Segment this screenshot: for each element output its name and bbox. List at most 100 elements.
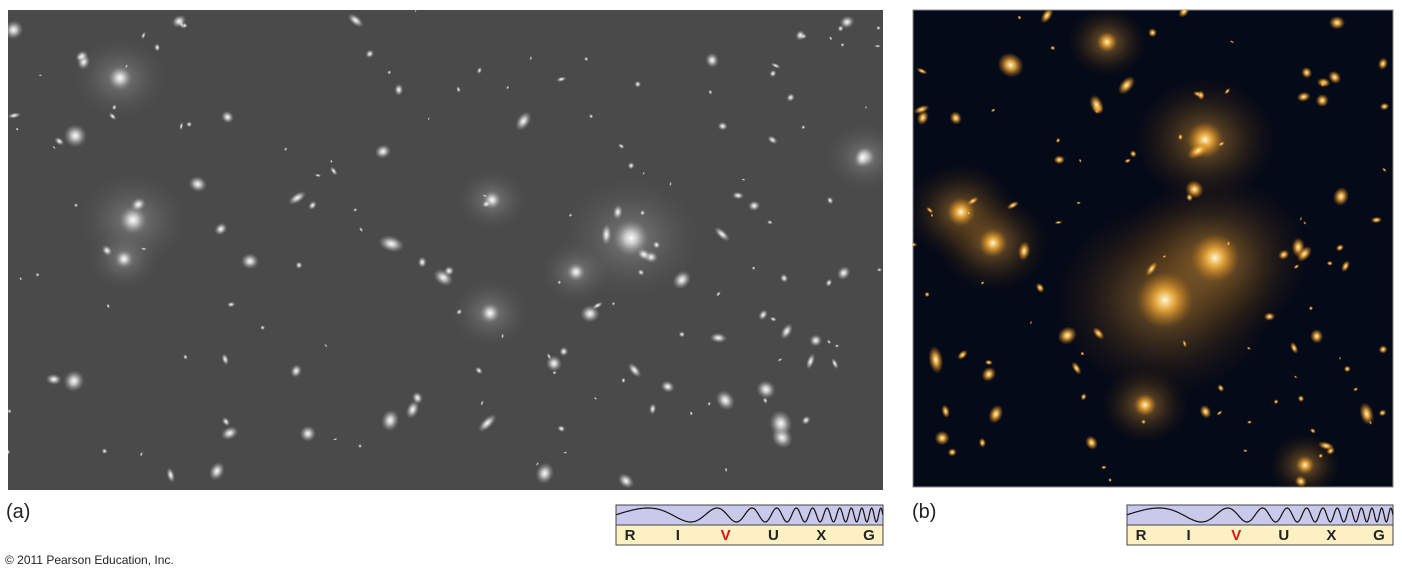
galaxy xyxy=(1097,32,1117,52)
galaxy xyxy=(876,267,883,272)
galaxy xyxy=(101,448,108,455)
galaxy xyxy=(715,390,735,411)
galaxy xyxy=(546,353,552,360)
wave xyxy=(615,507,884,523)
galaxy xyxy=(1293,264,1300,270)
galaxy xyxy=(1293,375,1298,379)
galaxy xyxy=(707,401,711,406)
galaxy xyxy=(795,30,806,41)
galaxy xyxy=(941,404,950,418)
galaxy xyxy=(1186,193,1193,202)
galaxy xyxy=(535,461,539,467)
galaxy xyxy=(414,10,417,13)
galaxy xyxy=(308,200,317,210)
galaxy xyxy=(1273,399,1279,405)
spectrum-letter: G xyxy=(1373,527,1385,544)
galaxy xyxy=(705,52,719,68)
spectrum-letter: V xyxy=(721,527,731,544)
galaxy xyxy=(227,301,236,308)
galaxy xyxy=(837,25,844,32)
galaxy xyxy=(1029,320,1032,325)
galaxy xyxy=(611,301,616,306)
galaxy xyxy=(621,377,626,384)
galaxy xyxy=(1333,187,1349,206)
galaxy xyxy=(1177,133,1183,141)
galaxy xyxy=(299,425,317,442)
galaxy xyxy=(179,121,184,131)
galaxy xyxy=(957,349,968,360)
galaxy xyxy=(874,44,882,48)
spectrum-letter: V xyxy=(1231,527,1241,544)
galaxy xyxy=(809,334,823,347)
galaxy xyxy=(288,190,307,205)
galaxy xyxy=(15,127,19,131)
galaxy xyxy=(1359,402,1374,426)
spectrum-letter: I xyxy=(676,527,680,544)
galaxy xyxy=(966,211,971,216)
galaxy xyxy=(1309,428,1316,434)
galaxy xyxy=(140,247,147,251)
galaxy xyxy=(636,248,651,261)
panel-label: (b) xyxy=(912,501,936,523)
galaxy xyxy=(928,346,944,374)
copyright: © 2011 Pearson Education, Inc. xyxy=(5,553,174,567)
galaxy xyxy=(567,263,585,281)
galaxy xyxy=(876,25,881,31)
galaxy xyxy=(357,443,363,449)
galaxy xyxy=(649,403,657,415)
galaxy xyxy=(767,220,773,225)
galaxy xyxy=(1092,327,1105,340)
spectrum-letter: U xyxy=(768,527,779,544)
spectrum-letter: I xyxy=(1187,527,1191,544)
galaxy xyxy=(1017,241,1031,261)
galaxy xyxy=(260,325,266,331)
spectrum-letter: U xyxy=(1278,527,1289,544)
galaxy xyxy=(209,461,225,481)
galaxy xyxy=(568,213,573,218)
galaxy xyxy=(1199,404,1212,419)
galaxy xyxy=(1296,91,1311,102)
galaxy xyxy=(618,143,625,149)
galaxy xyxy=(141,31,146,40)
galaxy xyxy=(475,366,483,375)
galaxy xyxy=(1182,339,1187,348)
galaxy xyxy=(1370,216,1383,224)
galaxy xyxy=(717,121,728,131)
galaxy xyxy=(556,76,567,83)
galaxy xyxy=(913,242,918,247)
galaxy xyxy=(387,70,392,75)
galaxy xyxy=(1339,356,1341,361)
galaxy xyxy=(1187,142,1210,160)
galaxy xyxy=(583,56,589,62)
galaxy xyxy=(1145,261,1158,277)
galaxy xyxy=(751,266,756,271)
galaxy xyxy=(1246,346,1252,350)
galaxy xyxy=(836,266,851,280)
galaxy xyxy=(535,462,554,485)
galaxy xyxy=(990,108,996,113)
galaxy xyxy=(997,52,1024,78)
galaxy xyxy=(770,62,781,69)
galaxy xyxy=(378,235,405,253)
galaxy xyxy=(708,89,713,95)
galaxy xyxy=(1089,94,1104,115)
galaxy xyxy=(1055,137,1061,144)
galaxy xyxy=(166,467,175,483)
galaxy xyxy=(669,181,672,187)
galaxy xyxy=(780,323,793,340)
galaxy xyxy=(506,85,510,90)
galaxy xyxy=(481,200,492,208)
galaxy xyxy=(1377,57,1388,70)
galaxy xyxy=(563,451,568,454)
galaxy xyxy=(427,116,430,121)
wave xyxy=(1126,507,1394,523)
galaxy xyxy=(557,280,562,285)
galaxy xyxy=(748,200,761,212)
galaxy xyxy=(1294,475,1307,487)
spectrum-letter: R xyxy=(625,527,636,544)
galaxy xyxy=(1310,329,1324,344)
galaxy xyxy=(290,364,303,378)
galaxy xyxy=(1329,16,1346,30)
galaxy xyxy=(324,343,328,348)
galaxy xyxy=(139,451,144,457)
